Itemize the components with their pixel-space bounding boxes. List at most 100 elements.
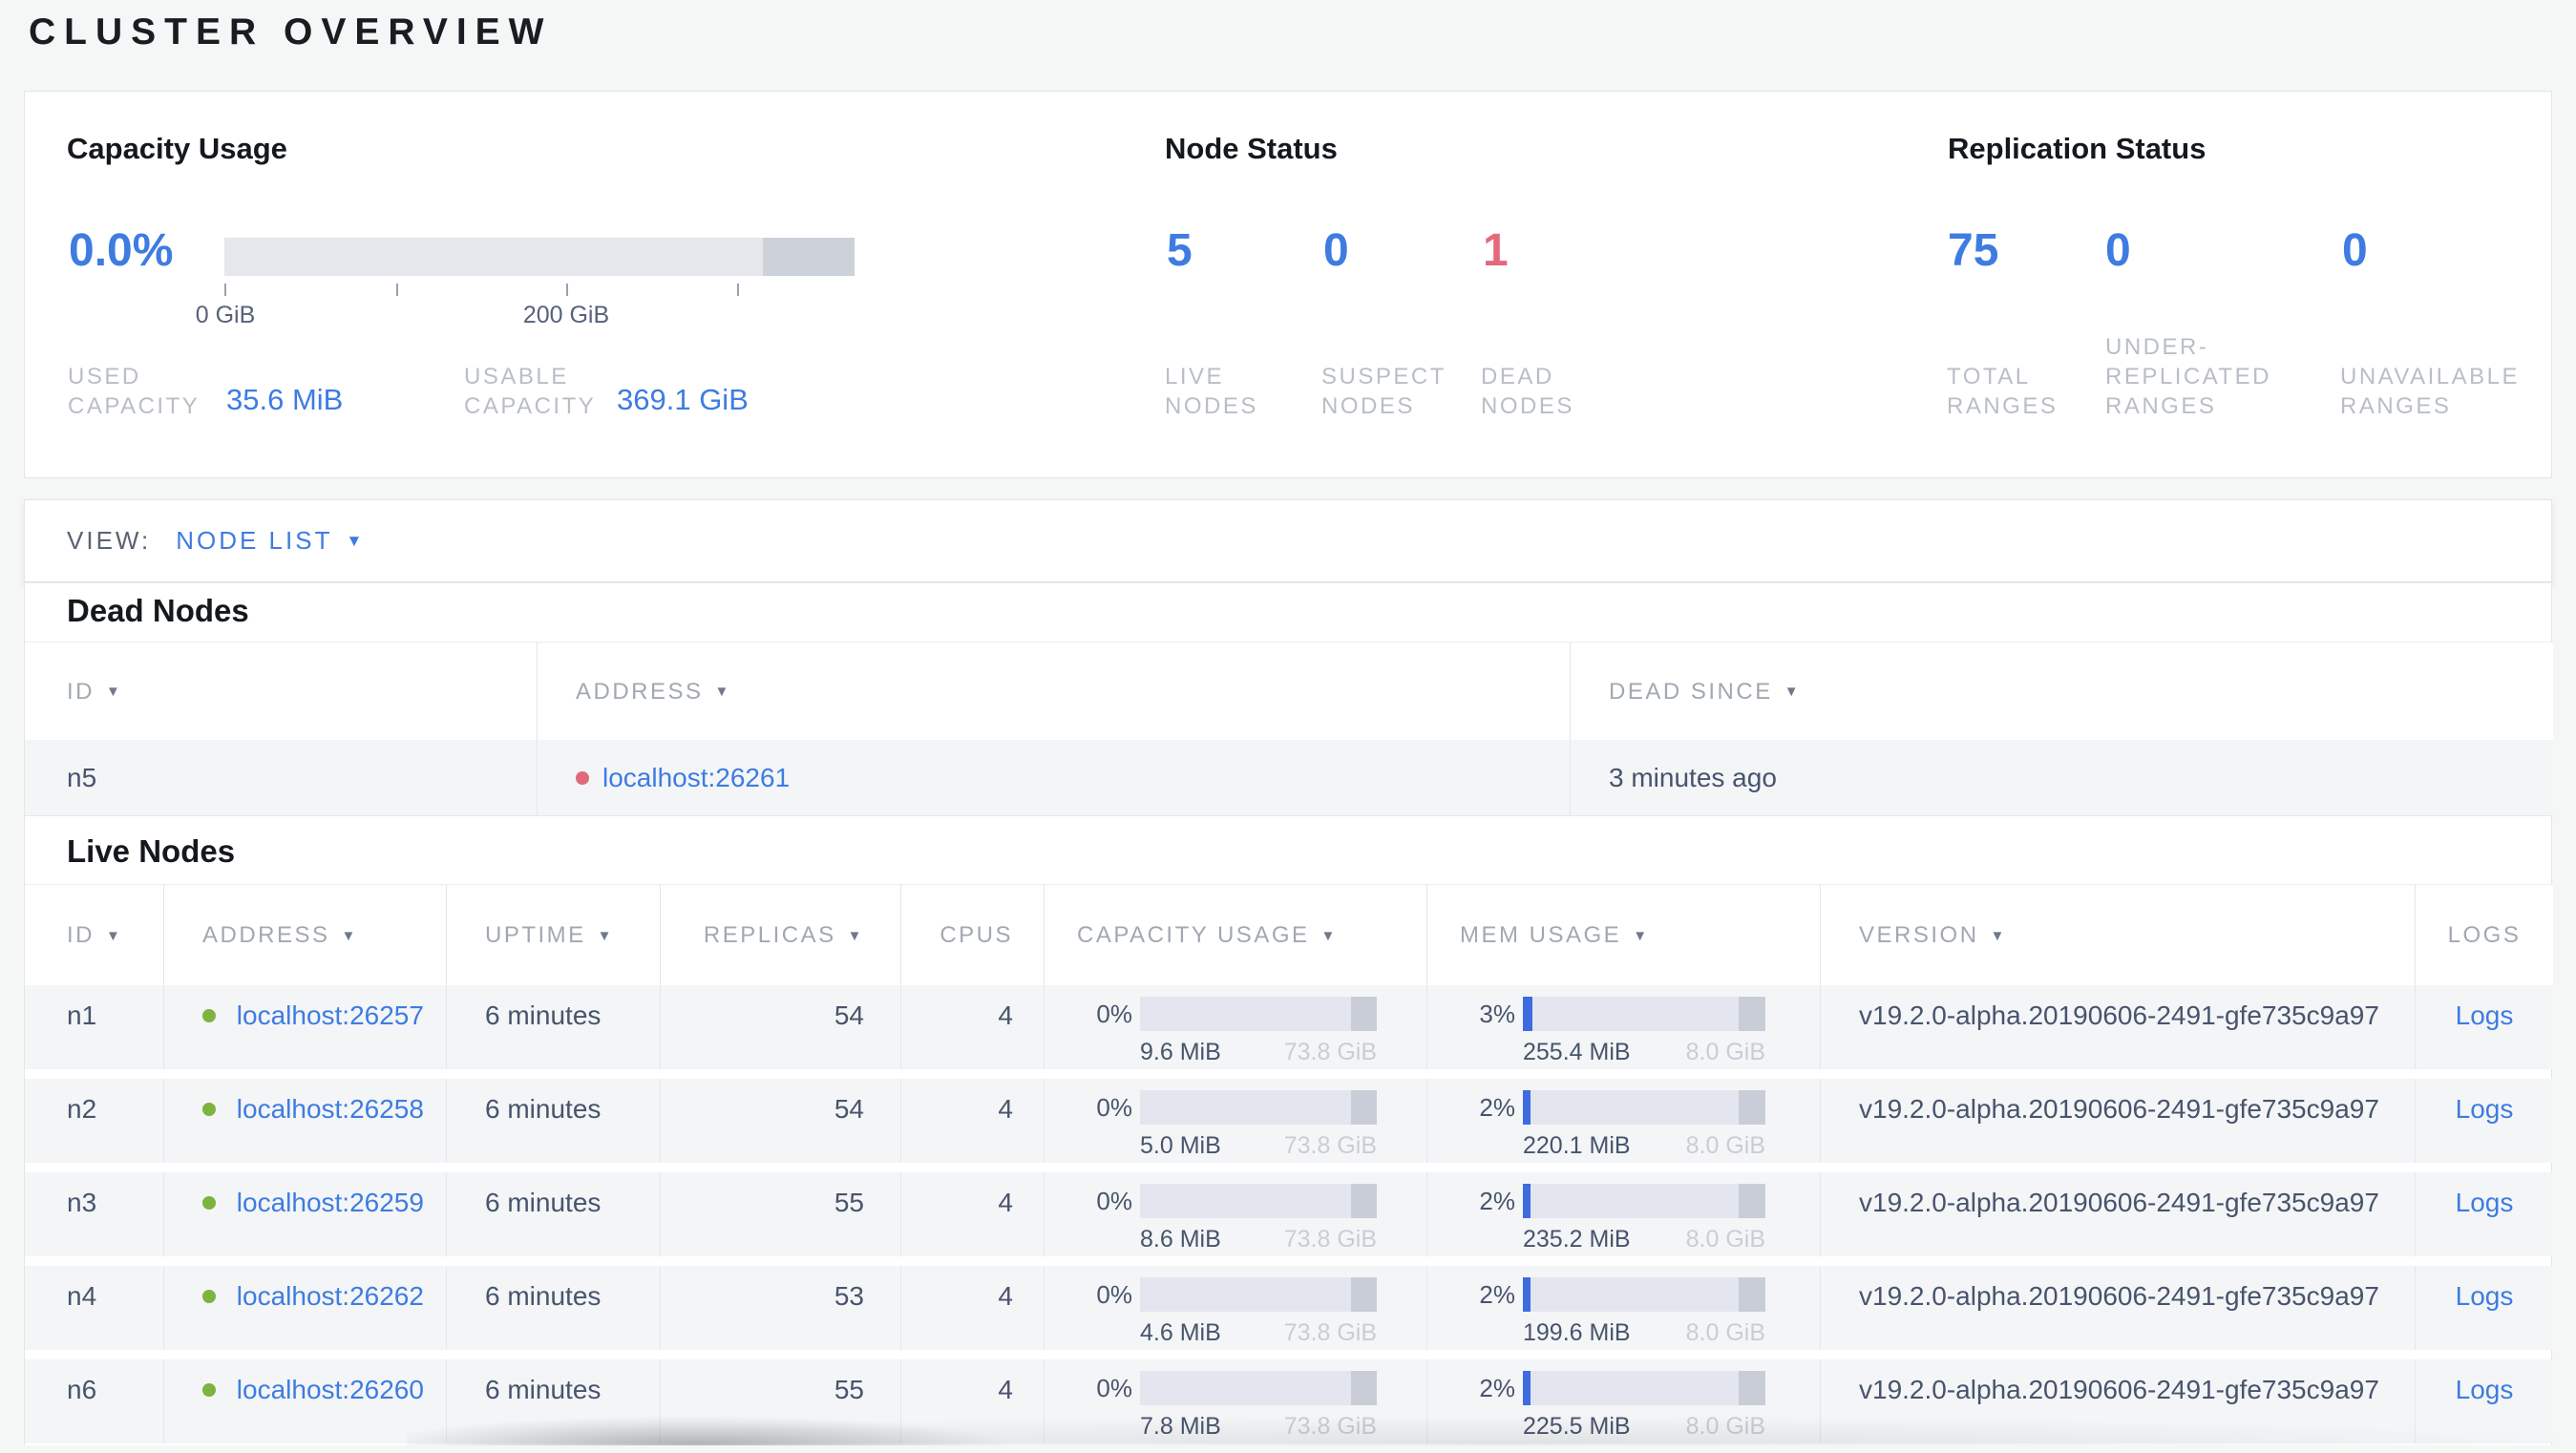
used-capacity-value: 35.6 MiB bbox=[226, 383, 344, 416]
column-header-id[interactable]: ID ▼ bbox=[25, 642, 538, 741]
axis-tick bbox=[396, 284, 398, 296]
node-id-cell: n3 bbox=[25, 1172, 164, 1256]
column-header-address[interactable]: ADDRESS ▼ bbox=[164, 885, 447, 986]
capacity-usage-bar bbox=[1140, 1371, 1377, 1405]
column-header-mem-usage[interactable]: MEM USAGE ▼ bbox=[1427, 885, 1821, 986]
column-header-capacity-usage[interactable]: CAPACITY USAGE ▼ bbox=[1045, 885, 1427, 986]
version-cell: v19.2.0-alpha.20190606-2491-gfe735c9a97 bbox=[1821, 1359, 2416, 1443]
node-id-cell: n2 bbox=[25, 1079, 164, 1163]
capacity-usage-cell: 0% 7.8 MiB 73.8 GiB bbox=[1045, 1359, 1427, 1443]
logs-link[interactable]: Logs bbox=[2455, 1000, 2514, 1030]
column-header-address[interactable]: ADDRESS ▼ bbox=[538, 642, 1571, 741]
live-nodes-heading: Live Nodes bbox=[67, 833, 236, 869]
column-header-replicas[interactable]: REPLICAS ▼ bbox=[661, 885, 901, 986]
node-address-cell: localhost:26257 bbox=[164, 985, 447, 1069]
node-address-link[interactable]: localhost:26259 bbox=[236, 1188, 424, 1217]
node-address-cell: localhost:26259 bbox=[164, 1172, 447, 1256]
sort-desc-icon: ▼ bbox=[1633, 927, 1650, 944]
column-header-version[interactable]: VERSION ▼ bbox=[1821, 885, 2416, 986]
mem-bar-reserved-segment bbox=[1739, 1277, 1765, 1312]
logs-cell: Logs bbox=[2416, 985, 2553, 1069]
capacity-usage-bar bbox=[1140, 1184, 1377, 1218]
logs-link[interactable]: Logs bbox=[2455, 1188, 2514, 1217]
node-id-cell: n6 bbox=[25, 1359, 164, 1443]
replicas-cell: 55 bbox=[661, 1359, 901, 1443]
column-header-logs: LOGS bbox=[2447, 922, 2522, 948]
replicas-cell: 55 bbox=[661, 1172, 901, 1256]
under-replicated-ranges-label: UNDER- REPLICATED RANGES bbox=[2105, 334, 2271, 419]
mem-usage-cell: 2% 225.5 MiB 8.0 GiB bbox=[1427, 1359, 1821, 1443]
under-replicated-ranges-count: 0 bbox=[2105, 225, 2131, 276]
capacity-bar-reserved-segment bbox=[1350, 997, 1377, 1031]
dead-since-cell: 3 minutes ago bbox=[1609, 762, 1777, 792]
mem-bar-reserved-segment bbox=[1739, 1090, 1765, 1125]
capacity-usage-bar bbox=[1140, 997, 1377, 1031]
logs-link[interactable]: Logs bbox=[2455, 1375, 2514, 1404]
node-address-link[interactable]: localhost:26262 bbox=[236, 1281, 424, 1311]
mem-usage-bar bbox=[1523, 1184, 1765, 1218]
node-address-link[interactable]: localhost:26261 bbox=[602, 762, 791, 792]
uptime-cell: 6 minutes bbox=[447, 1266, 661, 1350]
sort-desc-icon: ▼ bbox=[106, 684, 123, 700]
sort-desc-icon: ▼ bbox=[1320, 927, 1338, 944]
mem-usage-cell: 2% 220.1 MiB 8.0 GiB bbox=[1427, 1079, 1821, 1163]
live-nodes-table-body: n1 localhost:26257 6 minutes 54 4 0% 9.6… bbox=[25, 985, 2553, 1453]
view-selector[interactable]: NODE LIST bbox=[176, 526, 333, 555]
uptime-cell: 6 minutes bbox=[447, 985, 661, 1069]
logs-cell: Logs bbox=[2416, 1172, 2553, 1256]
capacity-usage-title: Capacity Usage bbox=[67, 132, 287, 165]
capacity-bar-reserved-segment bbox=[1350, 1184, 1377, 1218]
logs-cell: Logs bbox=[2416, 1079, 2553, 1163]
mem-usage-bar bbox=[1523, 997, 1765, 1031]
dead-nodes-heading: Dead Nodes bbox=[67, 593, 249, 628]
uptime-cell: 6 minutes bbox=[447, 1079, 661, 1163]
cpus-cell: 4 bbox=[901, 985, 1045, 1069]
column-header-dead-since[interactable]: DEAD SINCE ▼ bbox=[1609, 678, 1802, 705]
column-header-cpus[interactable]: CPUS bbox=[901, 885, 1045, 986]
mem-usage-bar bbox=[1523, 1277, 1765, 1312]
capacity-bar-reserved-segment bbox=[1350, 1277, 1377, 1312]
mem-usage-cell: 3% 255.4 MiB 8.0 GiB bbox=[1427, 985, 1821, 1069]
live-node-row: n6 localhost:26260 6 minutes 55 4 0% 7.8… bbox=[25, 1359, 2553, 1443]
logs-link[interactable]: Logs bbox=[2455, 1281, 2514, 1311]
dead-nodes-count: 1 bbox=[1483, 225, 1509, 276]
version-cell: v19.2.0-alpha.20190606-2491-gfe735c9a97 bbox=[1821, 985, 2416, 1069]
node-id-cell: n4 bbox=[25, 1266, 164, 1350]
uptime-cell: 6 minutes bbox=[447, 1359, 661, 1443]
logs-link[interactable]: Logs bbox=[2455, 1094, 2514, 1124]
node-address-link[interactable]: localhost:26260 bbox=[236, 1375, 424, 1404]
dead-node-row: n5 localhost:26261 3 minutes ago bbox=[25, 740, 2553, 816]
column-header-uptime[interactable]: UPTIME ▼ bbox=[447, 885, 661, 986]
page-title: CLUSTER OVERVIEW bbox=[29, 11, 553, 53]
cpus-cell: 4 bbox=[901, 1172, 1045, 1256]
mem-usage-cell: 2% 235.2 MiB 8.0 GiB bbox=[1427, 1172, 1821, 1256]
uptime-cell: 6 minutes bbox=[447, 1172, 661, 1256]
capacity-bar-reserved-segment bbox=[763, 238, 855, 276]
suspect-nodes-label: SUSPECT NODES bbox=[1321, 364, 1446, 419]
node-address-link[interactable]: localhost:26257 bbox=[236, 1000, 424, 1030]
column-header-id[interactable]: ID ▼ bbox=[25, 885, 164, 986]
live-node-row: n2 localhost:26258 6 minutes 54 4 0% 5.0… bbox=[25, 1079, 2553, 1163]
replicas-cell: 53 bbox=[661, 1266, 901, 1350]
mem-bar-reserved-segment bbox=[1739, 997, 1765, 1031]
node-address-link[interactable]: localhost:26258 bbox=[236, 1094, 424, 1124]
cpus-cell: 4 bbox=[901, 1359, 1045, 1443]
live-node-row: n3 localhost:26259 6 minutes 55 4 0% 8.6… bbox=[25, 1172, 2553, 1256]
mem-usage-bar bbox=[1523, 1090, 1765, 1125]
sort-desc-icon: ▼ bbox=[1990, 927, 2007, 944]
sort-desc-icon: ▼ bbox=[341, 927, 358, 944]
dead-nodes-label: DEAD NODES bbox=[1481, 364, 1574, 419]
axis-tick bbox=[737, 284, 739, 296]
unavailable-ranges-count: 0 bbox=[2342, 225, 2368, 276]
capacity-usage-cell: 0% 8.6 MiB 73.8 GiB bbox=[1045, 1172, 1427, 1256]
total-ranges-label: TOTAL RANGES bbox=[1947, 364, 2059, 419]
capacity-bar-reserved-segment bbox=[1350, 1090, 1377, 1125]
version-cell: v19.2.0-alpha.20190606-2491-gfe735c9a97 bbox=[1821, 1266, 2416, 1350]
node-list-panel: Dead Nodes ID ▼ ADDRESS ▼ DEAD SINCE ▼ n5 l… bbox=[24, 583, 2553, 1445]
live-node-row: n4 localhost:26262 6 minutes 53 4 0% 4.6… bbox=[25, 1266, 2553, 1350]
dead-nodes-table-body: n5 localhost:26261 3 minutes ago bbox=[25, 740, 2553, 816]
node-live-icon bbox=[202, 1290, 216, 1303]
logs-cell: Logs bbox=[2416, 1359, 2553, 1443]
chevron-down-icon[interactable]: ▼ bbox=[346, 531, 363, 550]
live-nodes-count: 5 bbox=[1167, 225, 1193, 276]
